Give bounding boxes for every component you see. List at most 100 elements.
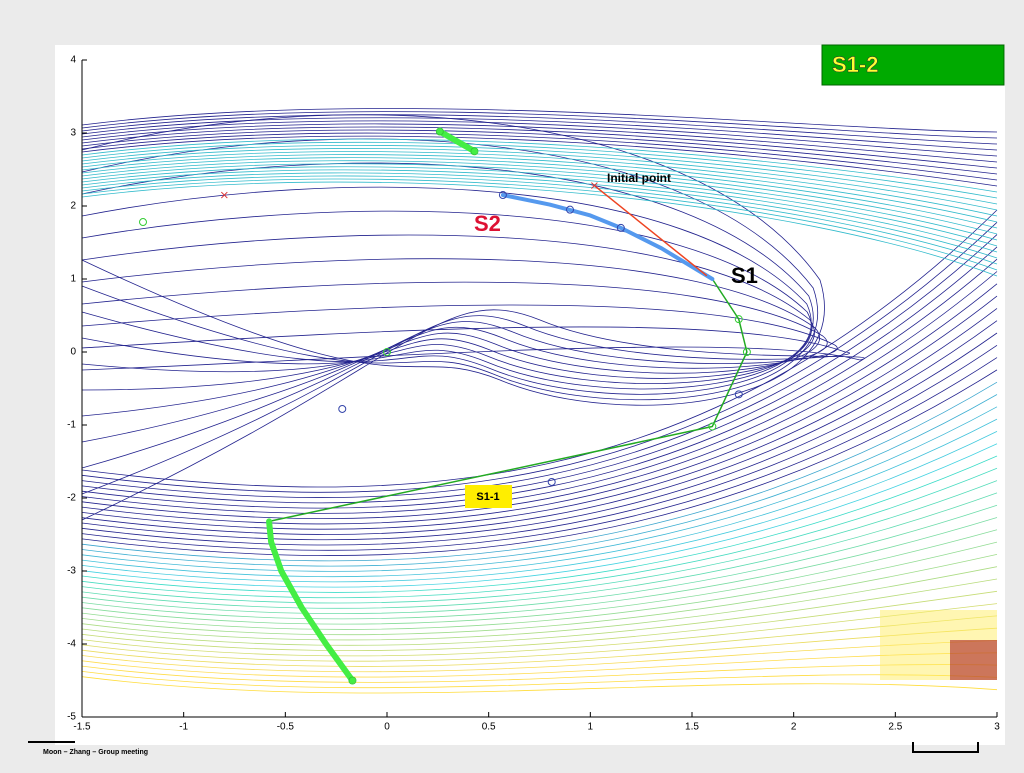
contour-line [81, 517, 998, 620]
x-tick-label: 0 [384, 722, 390, 733]
x-tick-label: 1.5 [685, 722, 699, 733]
contour-line [81, 157, 998, 229]
contour-line [81, 222, 998, 493]
contour-line [81, 615, 998, 662]
marker [591, 182, 598, 189]
contour-line [81, 234, 815, 391]
y-tick-label: 2 [70, 201, 76, 212]
y-tick-label: -4 [67, 639, 76, 650]
footer: Moon – Zhang – Group meeting [43, 749, 148, 756]
x-tick-label: 2.5 [888, 722, 902, 733]
contour-line [81, 154, 998, 223]
contour-line [81, 529, 998, 625]
contour-line [81, 394, 998, 567]
contour-line [81, 246, 998, 504]
contour-line [81, 271, 998, 514]
contour-line [81, 664, 998, 683]
annotation: Initial point [607, 171, 671, 185]
contour-line [81, 178, 998, 271]
contour-line [81, 234, 998, 498]
contour-line [81, 369, 998, 556]
marker [498, 191, 507, 200]
contour-line [81, 123, 998, 163]
contour-line [81, 117, 998, 151]
contour-line [81, 283, 998, 520]
contour-line [81, 320, 998, 535]
contour-line [81, 640, 998, 673]
contour-line [81, 175, 998, 265]
trajectory [436, 128, 478, 155]
contour-line [81, 455, 998, 593]
x-tick-label: 1 [588, 722, 594, 733]
contour-line [81, 141, 998, 199]
contour-line [81, 381, 998, 562]
contour-line [81, 163, 998, 241]
contour-line [81, 308, 998, 530]
contour-line [81, 344, 998, 546]
contour-line [81, 186, 812, 390]
marker [435, 127, 444, 136]
contour-line [81, 467, 998, 599]
contour-line [81, 431, 998, 583]
trajectory [500, 193, 715, 281]
y-tick-label: 4 [70, 55, 76, 66]
annotation: S2 [474, 211, 501, 236]
contour-line [81, 566, 998, 641]
x-tick-label: -1 [179, 722, 188, 733]
contour-line [81, 603, 998, 657]
marker [348, 676, 357, 685]
contour-line [81, 120, 998, 157]
title-box [821, 44, 1005, 86]
contour-line [81, 671, 998, 689]
y-tick-label: -2 [67, 493, 76, 504]
contour-line [81, 169, 998, 253]
y-tick-label: 3 [70, 128, 76, 139]
marker [470, 147, 479, 156]
contour-line [81, 126, 998, 169]
contour-line [81, 652, 998, 678]
contour-line [81, 357, 998, 551]
contour-line [81, 418, 998, 578]
annotation: S1 [731, 263, 758, 288]
contour-line [81, 138, 818, 401]
y-tick-label: -5 [67, 712, 76, 723]
contour-line [81, 627, 998, 667]
contour-line [81, 406, 998, 572]
contour-line [81, 108, 998, 133]
contour-line [81, 166, 998, 247]
contour-line [81, 129, 998, 175]
marker [547, 477, 556, 486]
trajectory [268, 278, 748, 523]
label-box [465, 485, 512, 508]
contour-line [81, 295, 998, 525]
x-tick-label: -0.5 [277, 722, 295, 733]
y-tick-label: -1 [67, 420, 76, 431]
contour-line [81, 578, 998, 646]
trajectory [266, 518, 356, 684]
contour-line [81, 480, 998, 604]
x-tick-label: 3 [994, 722, 1000, 733]
contour-line [81, 443, 998, 588]
marker [734, 390, 743, 399]
contour-line [81, 132, 998, 181]
marker [742, 348, 751, 356]
marker [708, 422, 717, 431]
contour-line [81, 145, 998, 205]
contour-line [81, 160, 998, 235]
contour-line [81, 590, 998, 652]
y-tick-label: -3 [67, 566, 76, 577]
marker [734, 315, 743, 324]
trajectory [593, 184, 707, 277]
marker [616, 223, 625, 232]
contour-line [81, 151, 998, 217]
marker [220, 191, 228, 199]
contour-line [81, 148, 998, 211]
contour-line [81, 172, 998, 259]
y-tick-label: 0 [70, 347, 76, 358]
box-title: S1-2 [832, 52, 878, 77]
contour-line [81, 138, 998, 193]
contour-line [81, 111, 998, 139]
contour-line [81, 135, 998, 187]
contour-line [81, 304, 838, 469]
